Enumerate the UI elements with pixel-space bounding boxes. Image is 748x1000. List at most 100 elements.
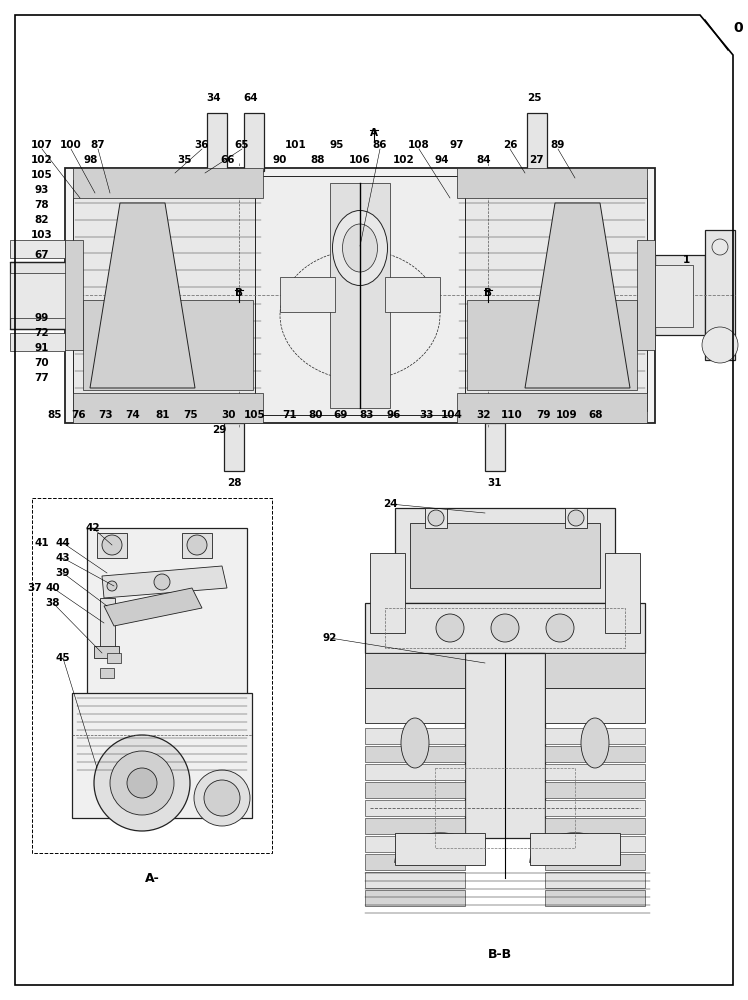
Bar (545, 728, 645, 744)
Text: B: B (235, 288, 243, 298)
Text: 88: 88 (310, 155, 325, 165)
Bar (365, 854, 465, 870)
Bar (365, 890, 465, 906)
Text: 81: 81 (156, 410, 171, 420)
Text: 82: 82 (34, 215, 49, 225)
Text: 42: 42 (86, 523, 100, 533)
Text: 68: 68 (589, 410, 603, 420)
Text: 40: 40 (46, 583, 61, 593)
Text: 105: 105 (244, 410, 266, 420)
Bar (100, 598, 115, 648)
Text: 26: 26 (503, 140, 518, 150)
Bar (244, 113, 264, 171)
Bar (65, 168, 655, 423)
Bar (100, 668, 114, 678)
Bar (545, 764, 645, 780)
Text: 38: 38 (46, 598, 61, 608)
Text: 70: 70 (34, 358, 49, 368)
Bar (10, 262, 70, 329)
Text: A: A (370, 128, 378, 138)
Bar (65, 240, 83, 350)
Text: 101: 101 (285, 140, 307, 150)
Bar (97, 533, 127, 558)
Bar (32, 498, 272, 853)
Bar (365, 800, 465, 816)
Bar (410, 523, 600, 588)
Text: 65: 65 (235, 140, 249, 150)
Text: 90: 90 (273, 155, 287, 165)
Text: 98: 98 (84, 155, 98, 165)
Text: 73: 73 (99, 410, 113, 420)
Text: 100: 100 (60, 140, 82, 150)
Text: 87: 87 (91, 140, 105, 150)
Text: 72: 72 (34, 328, 49, 338)
Text: 71: 71 (283, 410, 297, 420)
Circle shape (107, 581, 117, 591)
Text: 44: 44 (55, 538, 70, 548)
Bar (545, 890, 645, 906)
Bar (385, 608, 625, 648)
Bar (457, 180, 647, 411)
Bar (395, 833, 485, 865)
Bar (485, 423, 505, 471)
Bar (72, 693, 252, 818)
Bar (83, 300, 253, 390)
Text: 76: 76 (72, 410, 86, 420)
Bar (224, 423, 244, 471)
Ellipse shape (581, 718, 609, 768)
Bar (565, 508, 587, 528)
Text: 33: 33 (420, 410, 435, 420)
Circle shape (712, 239, 728, 255)
Polygon shape (102, 566, 227, 598)
Text: 91: 91 (35, 343, 49, 353)
Text: 36: 36 (194, 140, 209, 150)
Text: 27: 27 (529, 155, 543, 165)
Bar (330, 183, 390, 408)
Text: 66: 66 (221, 155, 236, 165)
Text: 29: 29 (212, 425, 226, 435)
Bar (182, 533, 212, 558)
Bar (545, 836, 645, 852)
Bar (655, 255, 705, 335)
Bar (365, 836, 465, 852)
Bar (365, 818, 465, 834)
Text: 92: 92 (323, 633, 337, 643)
Text: B: B (484, 288, 492, 298)
Bar (395, 508, 615, 603)
Text: 94: 94 (435, 155, 450, 165)
Bar (457, 168, 647, 198)
Circle shape (79, 182, 91, 194)
Bar (545, 653, 645, 688)
Polygon shape (90, 203, 195, 388)
Circle shape (702, 327, 738, 363)
Bar (655, 265, 693, 327)
Circle shape (127, 768, 157, 798)
Bar (425, 508, 447, 528)
Bar (107, 653, 121, 663)
Bar (545, 782, 645, 798)
Text: 39: 39 (56, 568, 70, 578)
Text: 79: 79 (537, 410, 551, 420)
Bar (530, 833, 620, 865)
Text: 31: 31 (488, 478, 502, 488)
Circle shape (629, 182, 641, 194)
Bar (465, 653, 545, 838)
Text: 95: 95 (330, 140, 344, 150)
Bar (73, 393, 263, 423)
Text: 30: 30 (221, 410, 236, 420)
Circle shape (546, 614, 574, 642)
Text: 102: 102 (31, 155, 53, 165)
Text: 24: 24 (383, 499, 397, 509)
Text: 34: 34 (206, 93, 221, 103)
Text: 85: 85 (48, 410, 62, 420)
Text: 25: 25 (527, 93, 542, 103)
Circle shape (94, 735, 190, 831)
Bar (10, 273, 70, 318)
Text: 0: 0 (733, 21, 743, 35)
Bar (545, 688, 645, 723)
Text: 67: 67 (34, 250, 49, 260)
Bar (365, 782, 465, 798)
Text: 97: 97 (450, 140, 465, 150)
Text: 93: 93 (35, 185, 49, 195)
Bar (467, 300, 637, 390)
